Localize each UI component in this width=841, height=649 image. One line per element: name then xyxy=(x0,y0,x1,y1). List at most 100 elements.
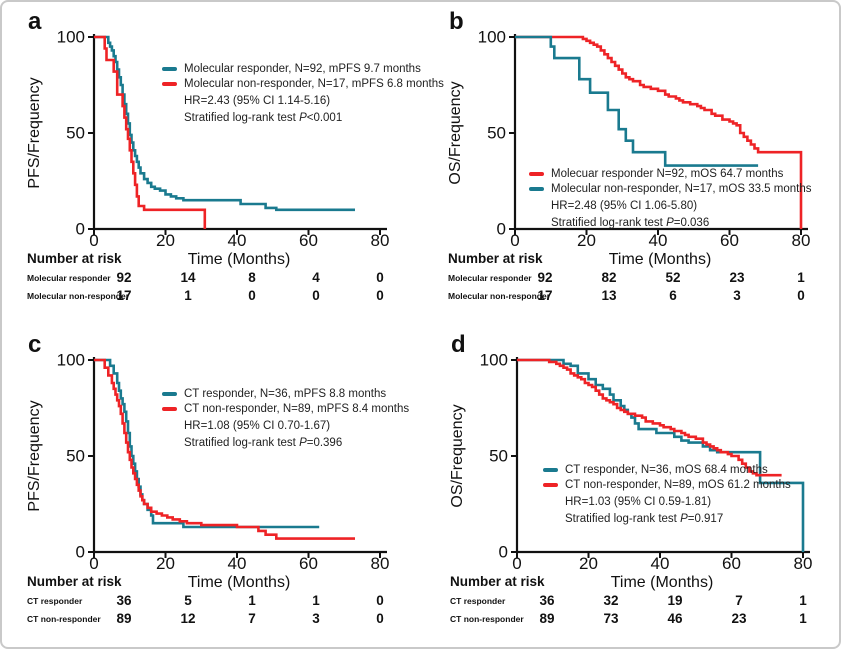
hazard-ratio-text: HR=1.08 (95% CI 0.70-1.67) xyxy=(184,420,331,432)
legend: Molecuar responder N=92, mOS 64.7 months… xyxy=(529,166,812,231)
risk-row-values: 92 14 8 4 0 xyxy=(92,271,412,285)
risk-value: 52 xyxy=(665,270,681,285)
risk-value: 12 xyxy=(180,611,196,626)
km-plot: 0 50 100 0 20 40 60 80 xyxy=(478,28,811,251)
legend-label: CT responder, N=36, mOS 68.4 months xyxy=(565,463,768,476)
legend-swatch xyxy=(162,407,177,412)
risk-row-label: Molecular non-responder xyxy=(448,291,551,301)
risk-value: 1 xyxy=(248,593,256,608)
risk-value: 6 xyxy=(669,288,677,303)
x-axis-label: Time (Months) xyxy=(187,574,291,591)
legend-swatch xyxy=(529,171,544,176)
survival-curve-2 xyxy=(515,35,759,167)
x-tick-label: 80 xyxy=(794,554,813,573)
risk-row: CT responder 36 5 1 1 0 xyxy=(12,594,422,608)
x-tick-label: 80 xyxy=(371,554,390,573)
risk-value: 1 xyxy=(184,288,192,303)
risk-row-label: CT responder xyxy=(27,596,83,606)
risk-value: 0 xyxy=(376,611,384,626)
legend: Molecular responder, N=92, mPFS 9.7 mont… xyxy=(162,61,444,126)
risk-row-label: CT non-responder xyxy=(27,614,101,624)
x-tick-label: 60 xyxy=(722,554,741,573)
km-plot: 0 50 100 0 20 40 60 80 xyxy=(57,28,390,251)
legend-label: Molecular non-responder, N=17, mOS 33.5 … xyxy=(551,183,812,196)
risk-value: 19 xyxy=(667,593,683,608)
panel-b: b OS/Frequency 0 50 100 0 20 40 60 80 Molecuar … xyxy=(433,10,839,326)
legend-label: Molecular responder, N=92, mPFS 9.7 mont… xyxy=(184,62,421,75)
risk-value: 13 xyxy=(601,288,617,303)
legend-label: CT non-responder, N=89, mOS 61.2 months xyxy=(565,479,791,492)
survival-curve-2 xyxy=(94,358,355,540)
legend-item: Molecular non-responder, N=17, mPFS 6.8 … xyxy=(162,77,444,93)
risk-row-values: 89 73 46 23 1 xyxy=(515,612,835,626)
logrank-text: Stratified log-rank test P=0.396 xyxy=(184,437,343,449)
risk-value: 82 xyxy=(601,270,617,285)
panel-letter: a xyxy=(28,8,42,35)
risk-value: 0 xyxy=(312,288,320,303)
risk-value: 89 xyxy=(539,611,555,626)
risk-row: Molecular non-responder 17 13 6 3 0 xyxy=(433,288,839,303)
risk-value: 0 xyxy=(248,288,256,303)
y-tick-label: 0 xyxy=(499,543,508,562)
x-tick-label: 0 xyxy=(512,554,521,573)
survival-curve-2 xyxy=(94,35,207,229)
x-tick-label: 40 xyxy=(228,554,247,573)
risk-table-title: Number at risk xyxy=(27,251,122,266)
risk-row: Molecular responder 92 82 52 23 1 xyxy=(433,271,839,285)
risk-value: 3 xyxy=(733,288,741,303)
x-tick-label: 20 xyxy=(156,554,175,573)
risk-value: 17 xyxy=(537,288,553,303)
risk-row: CT responder 36 32 19 7 1 xyxy=(435,593,839,608)
legend-item: CT responder, N=36, mOS 68.4 months xyxy=(543,462,791,478)
panel-letter: d xyxy=(451,331,466,358)
risk-value: 7 xyxy=(735,593,743,608)
risk-row: Molecular non-responder 17 1 0 0 0 xyxy=(12,289,422,303)
risk-row-label: CT responder xyxy=(450,596,506,606)
risk-row-label: Molecular responder xyxy=(27,273,111,283)
risk-value: 8 xyxy=(248,270,256,285)
risk-row-values: 89 12 7 3 0 xyxy=(92,612,412,626)
legend-item: CT non-responder, N=89, mOS 61.2 months xyxy=(543,478,791,494)
risk-row-values: 17 1 0 0 0 xyxy=(92,289,412,303)
x-tick-label: 60 xyxy=(299,554,318,573)
risk-row-values: 92 82 52 23 1 xyxy=(513,271,833,285)
legend-label: CT non-responder, N=89, mPFS 8.4 months xyxy=(184,403,410,416)
risk-value: 0 xyxy=(376,593,384,608)
risk-value: 89 xyxy=(116,611,132,626)
y-tick-label: 100 xyxy=(57,28,85,47)
risk-row: Molecular responder 92 14 8 4 0 xyxy=(12,271,422,285)
risk-row: CT non-responder 89 12 7 3 0 xyxy=(12,612,422,626)
risk-value: 23 xyxy=(729,270,745,285)
risk-row-label: Molecular responder xyxy=(448,273,532,283)
legend-label: CT responder, N=36, mPFS 8.8 months xyxy=(184,387,387,400)
y-tick-label: 0 xyxy=(76,543,85,562)
logrank-text: Stratified log-rank test P=0.036 xyxy=(551,217,710,229)
legend: CT responder, N=36, mOS 68.4 months CT n… xyxy=(543,462,791,527)
legend-item: Molecuar responder N=92, mOS 64.7 months xyxy=(529,166,812,182)
risk-value: 1 xyxy=(799,611,807,626)
risk-value: 5 xyxy=(184,593,192,608)
p-symbol: P xyxy=(299,112,307,124)
p-symbol: P xyxy=(666,217,674,229)
risk-value: 1 xyxy=(799,593,807,608)
legend-item: CT responder, N=36, mPFS 8.8 months xyxy=(162,386,409,402)
y-tick-label: 100 xyxy=(57,351,85,370)
y-tick-label: 100 xyxy=(480,351,508,370)
risk-value: 46 xyxy=(667,611,683,626)
x-tick-label: 20 xyxy=(579,554,598,573)
risk-value: 73 xyxy=(603,611,619,626)
risk-value: 23 xyxy=(731,611,747,626)
x-tick-label: 0 xyxy=(89,554,98,573)
y-tick-label: 50 xyxy=(487,124,506,143)
x-axis-label: Time (Months) xyxy=(608,251,712,268)
risk-row: CT non-responder 89 73 46 23 1 xyxy=(435,612,839,626)
risk-value: 1 xyxy=(797,270,805,285)
legend-label: Molecuar responder N=92, mOS 64.7 months xyxy=(551,167,784,180)
x-axis-label: Time (Months) xyxy=(187,251,291,268)
legend-swatch xyxy=(162,82,177,87)
panel-a: a PFS/Frequency 0 50 100 0 20 40 60 80 Molecula… xyxy=(12,8,444,326)
y-tick-label: 50 xyxy=(489,447,508,466)
survival-curve-2 xyxy=(517,358,782,477)
risk-value: 36 xyxy=(539,593,555,608)
